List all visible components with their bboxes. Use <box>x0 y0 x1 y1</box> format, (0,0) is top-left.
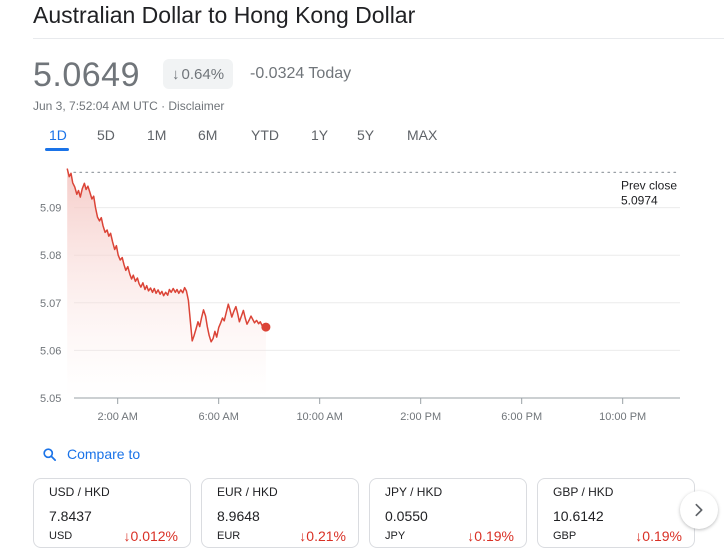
pair-change-value: 0.19% <box>474 528 514 544</box>
x-tick-label: 6:00 AM <box>199 411 239 423</box>
x-tick-label: 6:00 PM <box>501 411 542 423</box>
current-price: 5.0649 <box>33 56 140 94</box>
percent-change-value: 0.64% <box>181 65 225 83</box>
pair-value: 0.0550 <box>385 508 428 524</box>
pair-card-jpy-hkd[interactable]: JPY / HKD 0.0550 JPY ↓0.19% <box>369 478 527 548</box>
x-tick-label: 10:00 PM <box>599 411 646 423</box>
pair-name: EUR / HKD <box>217 485 278 499</box>
x-tick-label: 2:00 PM <box>400 411 441 423</box>
pair-change-value: 0.21% <box>306 528 346 544</box>
pair-currency: JPY <box>385 530 406 542</box>
arrow-down-icon: ↓ <box>172 65 180 83</box>
tab-1y[interactable]: 1Y <box>311 127 329 143</box>
tab-6m[interactable]: 6M <box>198 127 218 143</box>
y-tick-label: 5.08 <box>40 250 61 262</box>
y-tick-label: 5.05 <box>40 393 61 405</box>
y-tick-label: 5.07 <box>40 298 61 310</box>
pair-card-eur-hkd[interactable]: EUR / HKD 8.9648 EUR ↓0.21% <box>201 478 359 548</box>
pair-change-value: 0.012% <box>130 528 178 544</box>
search-icon <box>43 447 56 461</box>
percent-change-badge: ↓ 0.64% <box>163 59 234 89</box>
tab-ytd[interactable]: YTD <box>251 127 279 143</box>
prev-close-value: 5.0974 <box>621 193 658 207</box>
pair-change: ↓0.19% <box>467 528 514 544</box>
chevron-right-icon <box>695 503 703 517</box>
next-cards-button[interactable] <box>680 491 718 529</box>
active-tab-indicator <box>45 148 69 151</box>
tab-1m[interactable]: 1M <box>147 127 167 143</box>
page-title: Australian Dollar to Hong Kong Dollar <box>33 2 416 28</box>
arrow-down-icon: ↓ <box>123 528 131 544</box>
pair-change: ↓0.19% <box>635 528 682 544</box>
tab-1d[interactable]: 1D <box>49 127 67 143</box>
pair-name: GBP / HKD <box>553 485 614 499</box>
series-area <box>67 168 266 398</box>
pair-currency: GBP <box>553 530 577 542</box>
pair-card-usd-hkd[interactable]: USD / HKD 7.8437 USD ↓0.012% <box>33 478 191 548</box>
timestamp-disclaimer[interactable]: Jun 3, 7:52:04 AM UTC · Disclaimer <box>33 99 225 113</box>
pair-card-gbp-hkd[interactable]: GBP / HKD 10.6142 GBP ↓0.19% <box>537 478 695 548</box>
y-tick-label: 5.09 <box>40 203 61 215</box>
pair-name: JPY / HKD <box>385 485 443 499</box>
tab-5d[interactable]: 5D <box>97 127 115 143</box>
pair-value: 8.9648 <box>217 508 260 524</box>
pair-name: USD / HKD <box>49 485 110 499</box>
absolute-change: -0.0324 Today <box>250 65 352 82</box>
pair-change: ↓0.012% <box>124 528 178 544</box>
arrow-down-icon: ↓ <box>635 528 643 544</box>
x-tick-label: 10:00 AM <box>296 411 342 423</box>
series-line <box>66 168 267 343</box>
compare-to-label: Compare to <box>67 446 141 462</box>
tab-5y[interactable]: 5Y <box>357 127 375 143</box>
pair-value: 10.6142 <box>553 508 604 524</box>
x-tick-label: 2:00 AM <box>98 411 138 423</box>
pair-change-value: 0.19% <box>642 528 682 544</box>
arrow-down-icon: ↓ <box>467 528 475 544</box>
pair-change: ↓0.21% <box>299 528 346 544</box>
prev-close-label: Prev close <box>621 178 677 192</box>
arrow-down-icon: ↓ <box>299 528 307 544</box>
compare-to-button[interactable]: Compare to <box>42 446 140 462</box>
y-tick-label: 5.06 <box>40 345 61 357</box>
title-divider <box>33 38 724 39</box>
pair-currency: USD <box>49 530 73 542</box>
tab-max[interactable]: MAX <box>407 127 438 143</box>
pair-value: 7.8437 <box>49 508 92 524</box>
current-point <box>261 322 271 332</box>
pair-currency: EUR <box>217 530 241 542</box>
